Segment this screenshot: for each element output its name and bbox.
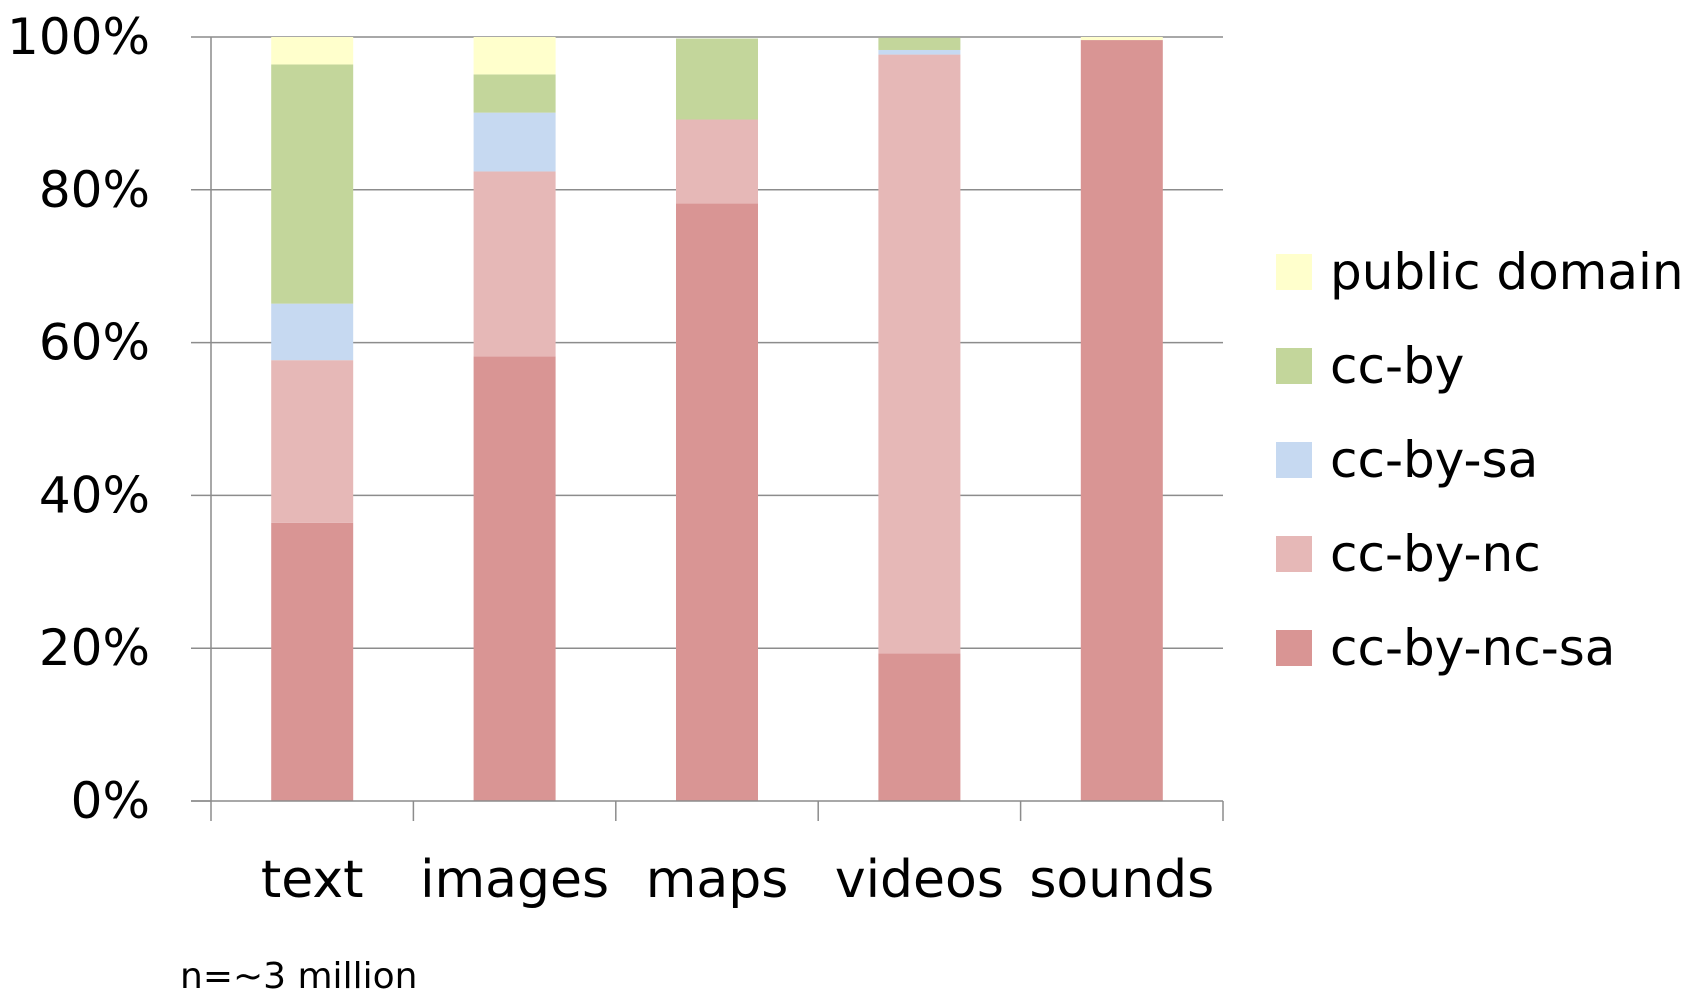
- legend-label: cc-by-sa: [1330, 431, 1538, 489]
- legend-swatch-cc-by: [1276, 348, 1312, 384]
- bar-segment-cc-by-nc-maps: [676, 119, 758, 204]
- legend-swatch-public-domain: [1276, 254, 1312, 290]
- sample-size-note: n=~3 million: [180, 956, 417, 993]
- legend-label: cc-by: [1330, 337, 1464, 395]
- legend: public domain cc-by cc-by-sa cc-by-nc cc-by-…: [1276, 243, 1684, 677]
- x-category-label: sounds: [1029, 850, 1214, 910]
- bar-segment-cc-by-nc-images: [473, 171, 556, 357]
- y-tick-label: 60%: [39, 314, 150, 372]
- bars: [271, 37, 1163, 801]
- legend-label: public domain: [1330, 243, 1684, 301]
- bar-segment-cc-by-nc-sa-text: [271, 522, 354, 801]
- bar-segment-public-domain-text: [271, 37, 354, 65]
- bar-segment-cc-by-videos: [878, 37, 961, 50]
- bar-segment-cc-by-sa-images: [473, 112, 556, 172]
- x-category-label: videos: [835, 850, 1004, 910]
- y-axis-tick-labels: 0% 20% 40% 60% 80% 100%: [7, 8, 150, 830]
- x-category-label: text: [261, 850, 364, 910]
- y-tick-label: 20%: [39, 619, 150, 677]
- bar-segment-cc-by-sa-text: [271, 303, 354, 361]
- y-tick-label: 80%: [39, 161, 150, 219]
- x-category-label: maps: [646, 850, 789, 910]
- bar-segment-cc-by-nc-sa-sounds: [1080, 40, 1163, 801]
- legend-label: cc-by-nc-sa: [1330, 619, 1615, 677]
- x-axis-category-labels: text images maps videos sounds: [261, 850, 1214, 910]
- legend-label: cc-by-nc: [1330, 525, 1541, 583]
- y-tick-label: 0%: [71, 772, 150, 830]
- bar-segment-cc-by-nc-sa-videos: [878, 653, 961, 801]
- y-tick-label: 100%: [7, 8, 150, 66]
- bar-segment-cc-by-sa-videos: [878, 49, 961, 55]
- legend-swatch-cc-by-sa: [1276, 442, 1312, 478]
- bar-segment-cc-by-nc-text: [271, 360, 354, 523]
- bar-segment-cc-by-images: [473, 74, 556, 113]
- bar-segment-public-domain-sounds: [1080, 37, 1163, 41]
- bar-segment-cc-by-nc-sa-maps: [676, 203, 758, 801]
- legend-swatch-cc-by-nc-sa: [1276, 630, 1312, 666]
- bar-segment-cc-by-text: [271, 64, 354, 304]
- bar-segment-cc-by-nc-videos: [878, 54, 961, 654]
- x-axis: [191, 800, 1224, 821]
- bar-segment-public-domain-images: [473, 37, 556, 75]
- x-category-label: images: [420, 850, 609, 910]
- y-tick-label: 40%: [39, 466, 150, 524]
- bar-segment-cc-by-maps: [676, 38, 758, 120]
- legend-swatch-cc-by-nc: [1276, 536, 1312, 572]
- bar-segment-cc-by-nc-sa-images: [473, 356, 556, 801]
